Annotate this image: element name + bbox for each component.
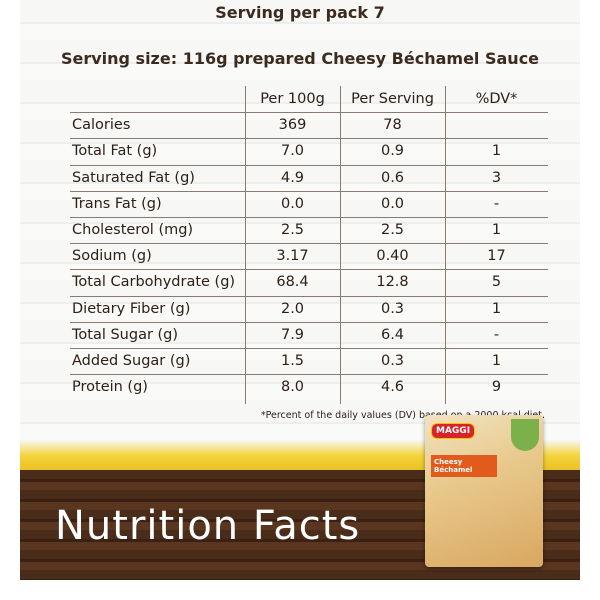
cell-value: 5: [491, 274, 502, 291]
cell-value: 12.8: [376, 274, 409, 291]
background-wood-light: [20, 0, 580, 470]
row-divider: [70, 190, 548, 192]
row-divider: [70, 164, 548, 166]
row-divider: [70, 138, 548, 140]
cell-value: 2.5: [280, 222, 305, 238]
row-divider: [70, 374, 548, 376]
title: Nutrition Facts: [55, 503, 361, 549]
row-label: Total Sugar (g): [72, 326, 179, 343]
serving-size: Serving size: 116g prepared Cheesy Bécha…: [60, 49, 540, 68]
row-label: Calories: [72, 117, 131, 134]
row-divider: [70, 217, 548, 218]
serving-per-pack: Serving per pack 7: [215, 3, 385, 22]
row-label: Sodium (g): [72, 248, 152, 265]
column-divider: [245, 86, 246, 404]
cell-value: 2.5: [380, 222, 405, 238]
cell-value: 1: [491, 353, 502, 369]
footnote: *Percent of the daily values (DV) based …: [260, 410, 545, 421]
cell-value: 9: [491, 379, 502, 396]
cell-value: 0.9: [380, 143, 405, 160]
cell-value: 0.40: [376, 248, 409, 265]
cell-value: 4.6: [380, 379, 405, 396]
package-image: MAGGI Cheesy Béchamel: [425, 415, 543, 567]
column-divider: [340, 86, 341, 404]
row-divider: [70, 348, 548, 349]
cell-value: 0.0: [280, 195, 305, 212]
cell-value: 6.4: [380, 326, 405, 343]
row-divider: [70, 112, 548, 114]
row-label: Added Sugar (g): [72, 353, 191, 369]
cell-value: 1: [491, 300, 502, 317]
column-header: %DV*: [475, 91, 518, 107]
cell-value: 3.17: [276, 248, 309, 265]
row-label: Total Carbohydrate (g): [72, 274, 236, 291]
cell-value: 78: [383, 117, 402, 134]
row-label: Total Fat (g): [72, 143, 158, 160]
row-divider: [70, 295, 548, 297]
row-label: Cholesterol (mg): [72, 222, 194, 238]
cell-value: 7.0: [280, 143, 305, 160]
cell-value: 4.9: [280, 169, 305, 186]
column-header: Per 100g: [260, 91, 325, 107]
cell-value: -: [493, 326, 500, 343]
column-header: Per Serving: [351, 91, 434, 107]
row-label: Trans Fat (g): [72, 195, 162, 212]
cell-value: 8.0: [280, 379, 305, 396]
column-divider: [445, 86, 446, 404]
cell-value: 0.3: [380, 353, 405, 369]
package-brand: MAGGI: [431, 423, 476, 439]
row-divider: [70, 243, 548, 245]
cell-value: 1: [491, 143, 502, 160]
cell-value: 1.5: [280, 353, 305, 369]
row-label: Saturated Fat (g): [72, 169, 195, 186]
cell-value: -: [493, 195, 500, 212]
cell-value: 0.0: [380, 195, 405, 212]
cell-value: 3: [491, 169, 502, 186]
row-divider: [70, 321, 548, 323]
row-label: Protein (g): [72, 379, 148, 396]
row-label: Dietary Fiber (g): [72, 300, 191, 317]
package-product: Cheesy Béchamel: [431, 455, 497, 477]
cell-value: 68.4: [276, 274, 309, 291]
cell-value: 17: [487, 248, 506, 265]
package-leaf: [511, 419, 539, 451]
cell-value: 0.3: [380, 300, 405, 317]
cell-value: 1: [491, 222, 502, 238]
row-divider: [70, 269, 548, 271]
cell-value: 369: [278, 117, 307, 134]
cell-value: 7.9: [280, 326, 305, 343]
cell-value: 2.0: [280, 300, 305, 317]
cell-value: 0.6: [380, 169, 405, 186]
